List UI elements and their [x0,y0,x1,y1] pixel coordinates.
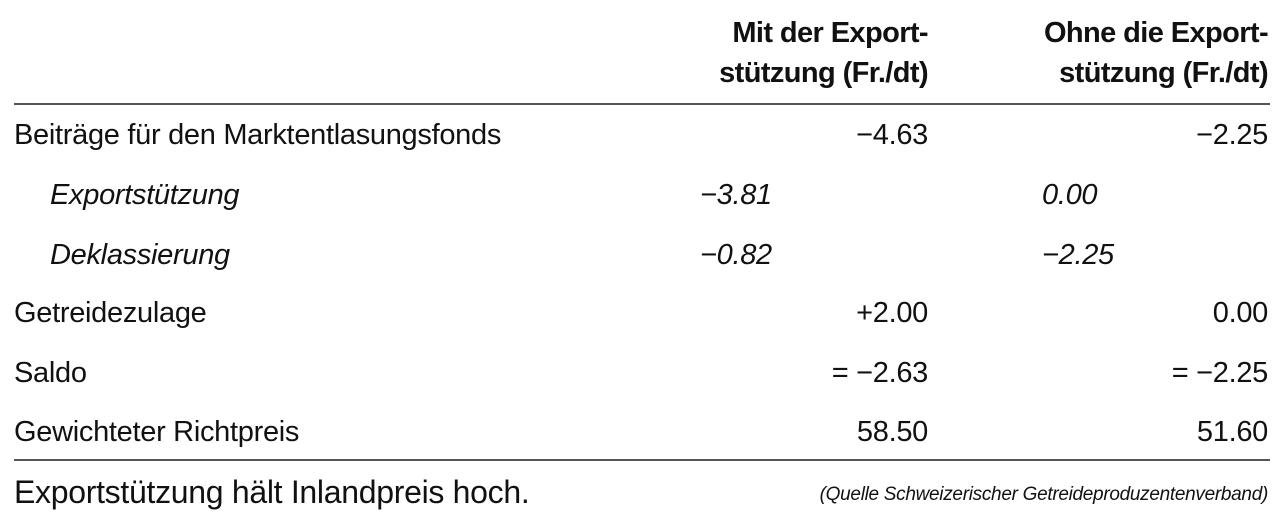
table-caption: Exportstützung hält Inlandpreis hoch. [14,474,530,510]
row-value-col2: = −2.25 [1171,357,1269,389]
column-header-line1: Mit der Export- [732,17,928,49]
column-header-with-export-support: Mit der Export- stützung (Fr./dt) [719,16,928,90]
row-subvalue-col1: −0.82 [700,239,772,271]
row-label: Saldo [14,357,87,389]
row-value-col2: 0.00 [1212,297,1269,329]
column-header-line2: stützung (Fr./dt) [1059,57,1268,89]
column-header-line1: Ohne die Export- [1043,17,1269,49]
row-label: Beiträge für den Marktentlasungsfonds [14,119,502,151]
row-label: Exportstützung [50,179,240,211]
row-value-col2: 51.60 [1196,416,1268,448]
row-value-col1: −4.63 [856,119,928,151]
row-subvalue-col1: −3.81 [700,179,772,211]
column-header-line2: stützung (Fr./dt) [719,57,928,89]
header-divider [14,103,1270,105]
row-value-col2: −2.25 [1196,119,1268,151]
row-label: Getreidezulage [14,297,207,329]
footer-divider [14,459,1270,461]
row-label: Gewichteter Richtpreis [14,416,300,448]
row-label: Deklassierung [50,239,230,271]
source-note: (Quelle Schweizerischer Getreideproduzen… [819,484,1269,505]
row-subvalue-col2: 0.00 [1042,179,1098,211]
column-header-without-export-support: Ohne die Export- stützung (Fr./dt) [1043,16,1269,90]
row-value-col1: 58.50 [856,416,928,448]
row-subvalue-col2: −2.25 [1042,239,1114,271]
row-value-col1: = −2.63 [831,357,929,389]
row-value-col1: +2.00 [856,297,928,329]
